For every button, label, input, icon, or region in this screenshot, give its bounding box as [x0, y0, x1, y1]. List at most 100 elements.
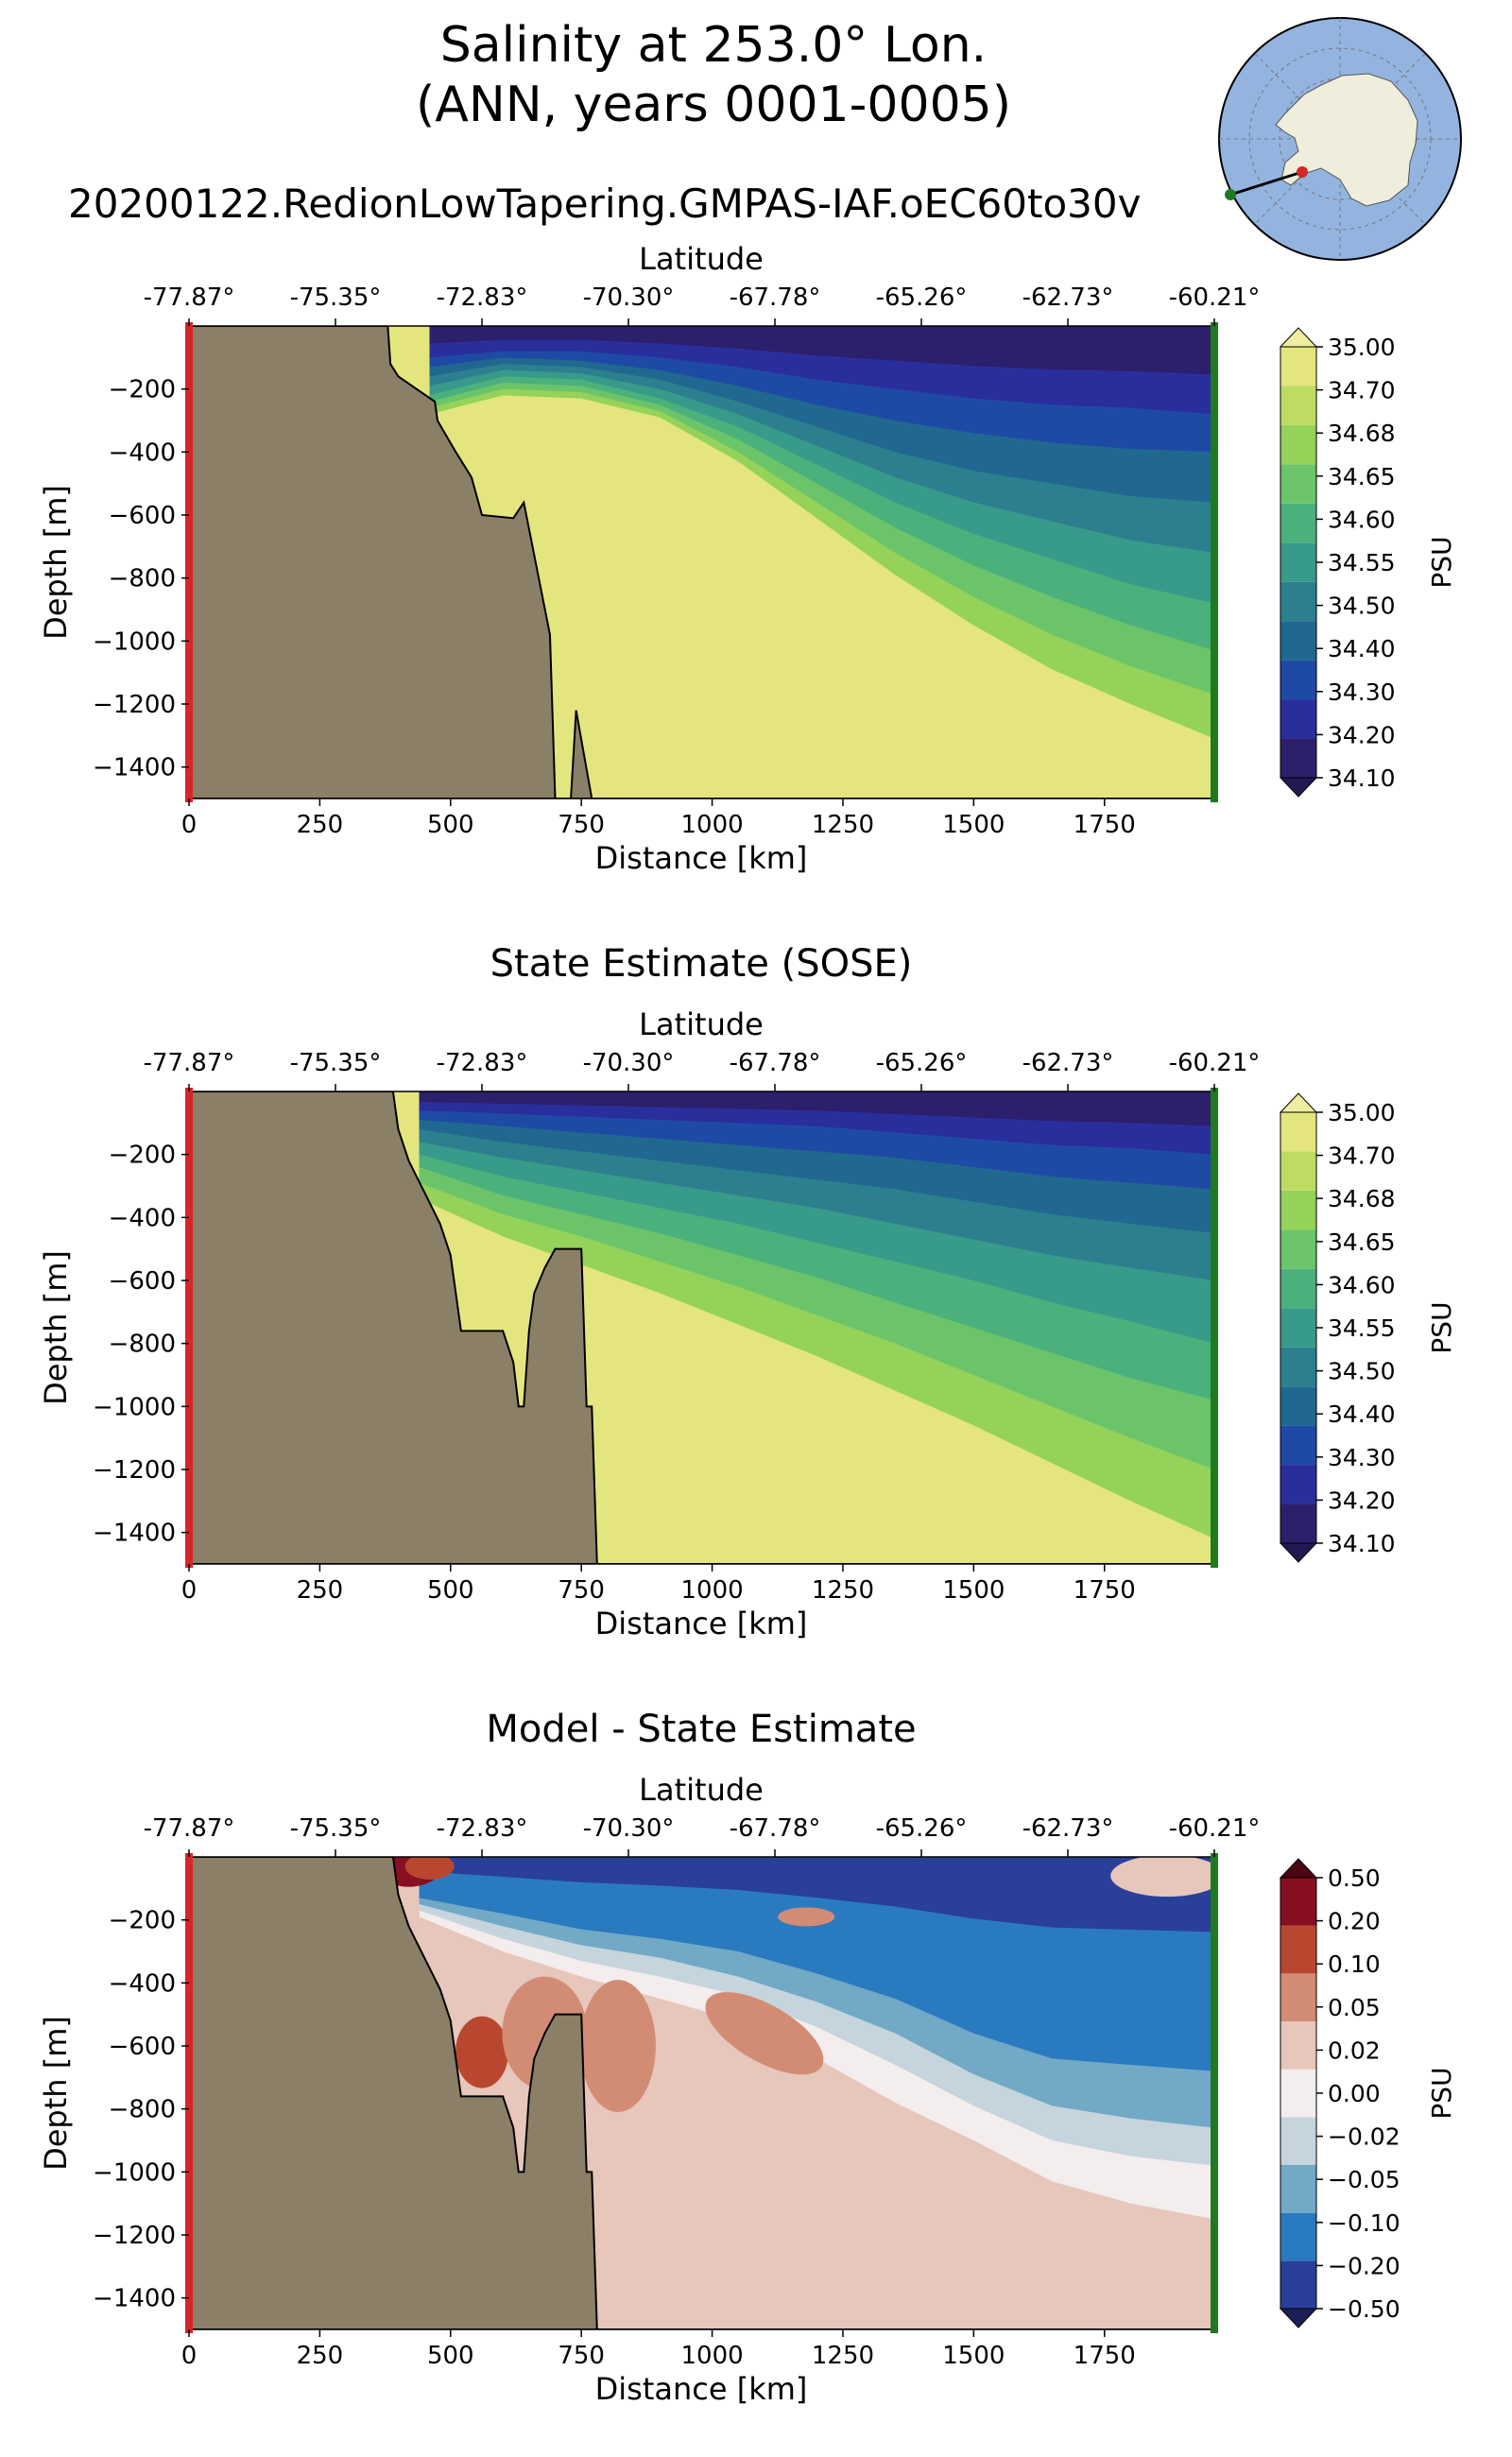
lat-tick-label: -72.83°: [437, 1049, 528, 1077]
lat-tick-label: -75.35°: [290, 284, 382, 312]
colorbar-tick-label: 34.20: [1328, 721, 1396, 748]
x-tick-label: 1250: [812, 1576, 874, 1605]
lat-tick-label: -62.73°: [1022, 284, 1114, 312]
colorbar-tick-label: 34.68: [1328, 420, 1396, 447]
colorbar-tick-label: 0.10: [1328, 1950, 1381, 1978]
y-tick-label: −1000: [93, 1393, 176, 1421]
x-tick-label: 750: [558, 811, 605, 839]
figure-title-line1: Salinity at 253.0° Lon.: [440, 17, 987, 74]
fill-bias-positive-patch: [579, 1980, 656, 2112]
fill-bias-positive-patch: [1110, 1857, 1214, 1897]
colorbar-tick-label: 34.68: [1328, 1185, 1396, 1212]
section-start-marker: [185, 1853, 193, 2333]
colorbar-swatch: [1280, 1347, 1316, 1387]
x-tick-label: 0: [181, 811, 198, 839]
y-tick-label: −600: [109, 1267, 176, 1296]
lat-tick-label: -62.73°: [1022, 1814, 1114, 1843]
lat-tick-label: -70.30°: [583, 1049, 675, 1077]
y-tick-label: −800: [109, 1331, 176, 1359]
colorbar-tick-label: 34.70: [1328, 1143, 1396, 1170]
colorbar-swatch: [1280, 2260, 1316, 2309]
lat-tick-label: -77.87°: [144, 284, 235, 312]
plot-area: [189, 326, 1214, 799]
x-tick-label: 500: [427, 1576, 474, 1605]
x-tick-label: 500: [427, 811, 474, 839]
fill-bias-below-0.20: [419, 1857, 1214, 1933]
colorbar-extend-min: [1279, 2308, 1318, 2328]
y-tick-label: −200: [109, 376, 176, 404]
colorbar-swatch: [1280, 464, 1316, 504]
x-axis-label: Distance [km]: [595, 840, 808, 876]
y-tick-label: −800: [109, 2096, 176, 2124]
colorbar: 34.10 34.20 34.30 34.40 34.50 34.55 34.60 34.65…: [1279, 1092, 1457, 1563]
section-end-marker: [1211, 1853, 1218, 2333]
colorbar-tick-label: 34.60: [1328, 1271, 1396, 1298]
lat-tick-label: -60.21°: [1169, 1814, 1261, 1843]
colorbar-swatch: [1280, 1925, 1316, 1974]
colorbar-swatch: [1280, 347, 1316, 387]
x-tick-label: 1000: [680, 2342, 743, 2370]
fill-bias-positive-patch: [705, 1992, 824, 2075]
y-tick-label: −1200: [93, 1456, 176, 1485]
colorbar-swatch: [1280, 542, 1316, 582]
colorbar-tick-label: −0.20: [1328, 2252, 1400, 2279]
colorbar-extend-max: [1279, 1858, 1318, 1879]
colorbar: −0.50 −0.20 −0.10 −0.05 −0.02 0.00 0.02 0.05 0.1…: [1279, 1858, 1457, 2328]
colorbar-extend-min: [1279, 777, 1318, 798]
section-start-marker: [185, 322, 193, 802]
colorbar-tick-label: 0.05: [1328, 1994, 1381, 2021]
seafloor-land: [189, 1857, 1214, 2329]
colorbar-extend-max: [1279, 327, 1318, 348]
colorbar-tick-label: −0.10: [1328, 2209, 1400, 2237]
x-axis-label: Distance [km]: [595, 1606, 808, 1641]
y-tick-label: −600: [109, 502, 176, 530]
top-axis-label: Latitude: [639, 1772, 764, 1808]
panel-model: 0 250 500 750 1000 1250 1500 1750 Distance [km] -…: [38, 241, 1457, 876]
x-tick-label: 1750: [1074, 2342, 1136, 2370]
colorbar-tick-label: 34.70: [1328, 377, 1396, 404]
antarctica-locator-map: [1218, 17, 1462, 261]
x-tick-label: 0: [181, 2342, 198, 2370]
y-tick-label: −400: [109, 1204, 176, 1232]
colorbar-swatch: [1280, 2021, 1316, 2070]
lat-tick-label: -65.26°: [876, 284, 968, 312]
colorbar-tick-label: 0.02: [1328, 2036, 1381, 2064]
colorbar-tick-label: 34.40: [1328, 1400, 1396, 1428]
lat-tick-label: -67.78°: [730, 1814, 821, 1843]
y-tick-label: −200: [109, 1907, 176, 1935]
lat-tick-label: -77.87°: [144, 1049, 235, 1077]
lat-tick-label: -75.35°: [290, 1814, 382, 1843]
y-tick-label: −600: [109, 2033, 176, 2061]
x-axis-label: Distance [km]: [595, 2371, 808, 2407]
colorbar-swatch: [1280, 1151, 1316, 1191]
colorbar-tick-label: 34.10: [1328, 765, 1396, 792]
colorbar-tick-label: 35.00: [1328, 1099, 1396, 1126]
y-tick-label: −200: [109, 1142, 176, 1170]
lat-tick-label: -65.26°: [876, 1049, 968, 1077]
x-tick-label: 1000: [680, 1576, 743, 1605]
inset-section-line: [1229, 170, 1303, 197]
colorbar-swatch: [1280, 2069, 1316, 2118]
lat-tick-label: -75.35°: [290, 1049, 382, 1077]
colorbar-swatch: [1280, 1465, 1316, 1504]
x-tick-label: 1250: [812, 2342, 874, 2370]
colorbar-tick-label: 34.20: [1328, 1486, 1396, 1514]
lat-tick-label: -70.30°: [583, 1814, 675, 1843]
top-axis-label: Latitude: [639, 241, 764, 277]
panel-state-estimate: State Estimate (SOSE) 0 250 500 750 1000 1250 1…: [38, 942, 1457, 1641]
colorbar-label: PSU: [1426, 1301, 1457, 1353]
lat-tick-label: -72.83°: [437, 284, 528, 312]
colorbar-swatch: [1280, 1229, 1316, 1269]
seafloor-land: [189, 326, 1214, 799]
colorbar-label: PSU: [1426, 536, 1457, 588]
section-end-marker: [1211, 322, 1218, 802]
fill-bias-positive-patch: [455, 2016, 508, 2088]
x-tick-label: 750: [558, 2342, 605, 2370]
lat-tick-label: -60.21°: [1169, 284, 1261, 312]
y-tick-label: −1200: [93, 2222, 176, 2250]
y-axis-label: Depth [m]: [38, 1250, 74, 1405]
y-axis-label: Depth [m]: [38, 485, 74, 640]
figure-header: Salinity at 253.0° Lon. (ANN, years 0001…: [68, 17, 1141, 227]
colorbar-swatch: [1280, 2212, 1316, 2261]
colorbar-tick-label: 34.55: [1328, 549, 1396, 576]
